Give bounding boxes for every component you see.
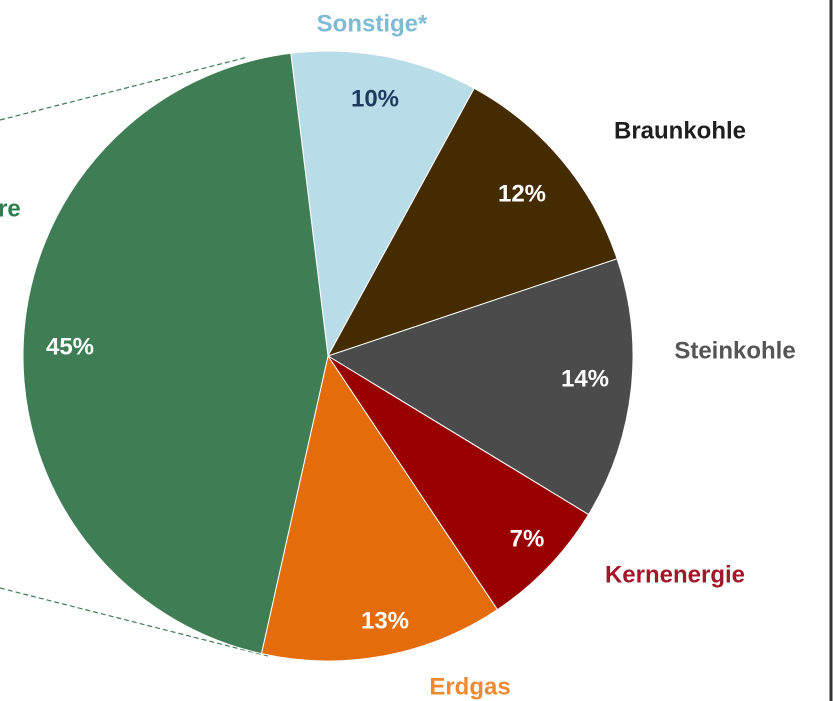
pie-slice	[326, 87, 618, 357]
slice-label: re	[0, 195, 21, 222]
zoom-line	[0, 56, 249, 121]
zoom-line	[0, 587, 269, 657]
value-label: 12%	[498, 180, 546, 207]
value-label: 10%	[351, 85, 399, 112]
pie-slice	[260, 354, 499, 662]
slice-label: Erdgas	[429, 673, 510, 700]
slice-label: Sonstige*	[317, 10, 428, 37]
pie-slice	[326, 258, 634, 516]
pie-slice	[290, 50, 475, 358]
value-label: 14%	[561, 365, 609, 392]
pie-slice	[22, 52, 329, 655]
value-label: 45%	[46, 333, 94, 360]
slice-label: Kernenergie	[605, 561, 745, 588]
slice-label: Steinkohle	[674, 337, 795, 364]
value-label: 13%	[361, 607, 409, 634]
slice-label: Braunkohle	[614, 117, 746, 144]
value-label: 7%	[510, 525, 545, 552]
pie-slice	[327, 355, 590, 611]
